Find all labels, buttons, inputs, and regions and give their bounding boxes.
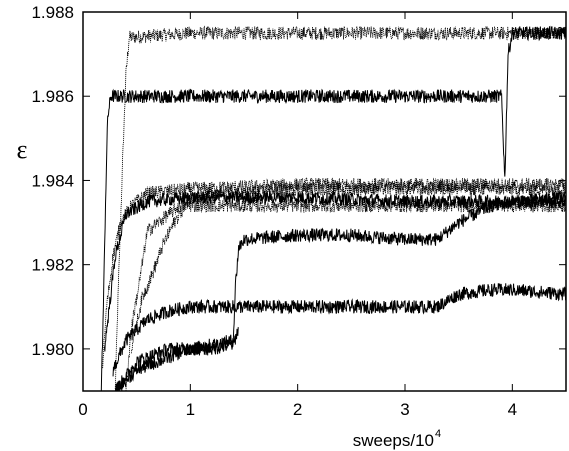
x-axis-label-superscript: 4 [435,428,441,440]
y-tick-label-0: 1.980 [31,340,74,359]
series-line-7 [112,283,566,377]
series-line-5 [130,181,566,354]
y-tick-label-3: 1.986 [31,87,74,106]
x-tick-label-1: 1 [186,400,195,419]
series-line-8 [115,326,239,391]
tick-labels-layer: 0 1 2 3 4 1.980 1.982 1.984 1.986 1.988 [31,3,517,419]
y-tick-label-2: 1.984 [31,171,74,190]
x-tick-label-4: 4 [508,400,517,419]
x-tick-label-3: 3 [400,400,409,419]
y-tick-label-4: 1.988 [31,3,74,22]
plot-frame [82,11,567,392]
y-tick-label-1: 1.982 [31,256,74,275]
series-line-0 [114,25,566,389]
series-line-6 [114,191,566,391]
y-axis-label: ε [17,135,28,164]
x-axis-label: sweeps/10 [353,431,434,450]
x-tick-label-2: 2 [293,400,302,419]
ticks-layer [82,11,566,391]
series-line-1 [100,25,566,391]
series-layer [100,25,566,391]
x-tick-label-0: 0 [78,400,87,419]
series-line-4 [125,197,566,391]
